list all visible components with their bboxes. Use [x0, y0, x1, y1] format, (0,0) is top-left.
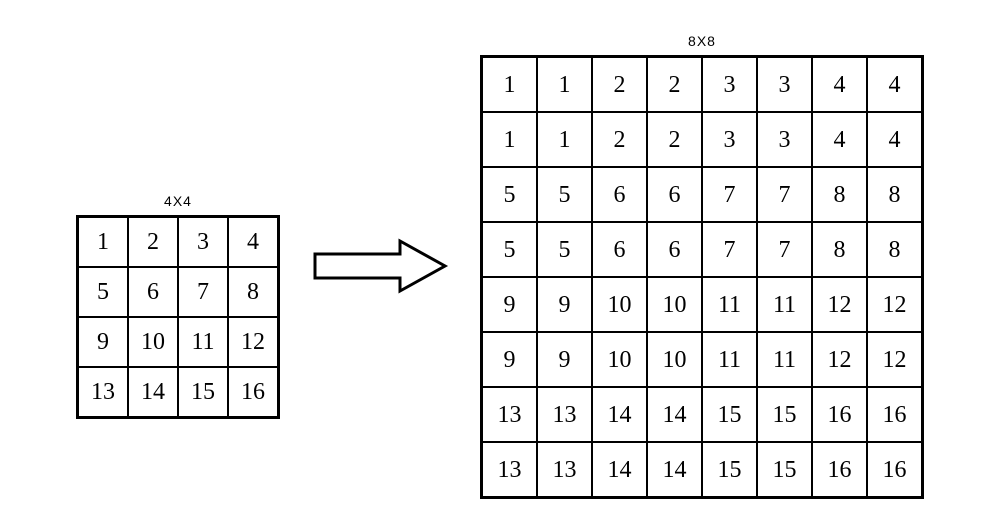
target-cell: 11 [757, 277, 812, 332]
target-cell: 5 [482, 222, 537, 277]
target-cell: 6 [647, 167, 702, 222]
target-cell: 13 [537, 442, 592, 497]
source-cell: 3 [178, 217, 228, 267]
target-cell: 11 [702, 332, 757, 387]
source-cell: 11 [178, 317, 228, 367]
target-cell: 3 [757, 112, 812, 167]
target-cell: 5 [537, 222, 592, 277]
target-cell: 13 [482, 442, 537, 497]
source-grid-block: 4X4 12345678910111213141516 [76, 193, 280, 419]
target-cell: 14 [647, 387, 702, 442]
source-cell: 2 [128, 217, 178, 267]
target-cell: 7 [702, 167, 757, 222]
target-cell: 8 [867, 222, 922, 277]
target-cell: 5 [537, 167, 592, 222]
source-cell: 7 [178, 267, 228, 317]
target-cell: 4 [812, 112, 867, 167]
target-cell: 6 [647, 222, 702, 277]
source-cell: 1 [78, 217, 128, 267]
target-cell: 12 [812, 332, 867, 387]
target-cell: 8 [812, 167, 867, 222]
source-cell: 16 [228, 367, 278, 417]
target-cell: 11 [757, 332, 812, 387]
source-cell: 9 [78, 317, 128, 367]
target-cell: 9 [537, 332, 592, 387]
target-cell: 10 [647, 277, 702, 332]
target-cell: 1 [537, 112, 592, 167]
source-cell: 12 [228, 317, 278, 367]
target-cell: 15 [702, 387, 757, 442]
target-cell: 14 [647, 442, 702, 497]
target-cell: 3 [702, 112, 757, 167]
target-cell: 12 [867, 277, 922, 332]
arrow-icon [310, 236, 450, 296]
source-cell: 15 [178, 367, 228, 417]
target-cell: 16 [812, 442, 867, 497]
target-cell: 8 [867, 167, 922, 222]
target-cell: 16 [867, 387, 922, 442]
target-grid: 1122334411223344556677885566778899101011… [480, 55, 924, 499]
target-cell: 3 [702, 57, 757, 112]
target-cell: 7 [702, 222, 757, 277]
target-cell: 7 [757, 222, 812, 277]
target-cell: 4 [812, 57, 867, 112]
source-cell: 4 [228, 217, 278, 267]
target-cell: 13 [482, 387, 537, 442]
source-cell: 13 [78, 367, 128, 417]
target-cell: 15 [702, 442, 757, 497]
target-cell: 10 [592, 332, 647, 387]
target-cell: 6 [592, 222, 647, 277]
target-cell: 4 [867, 112, 922, 167]
target-cell: 2 [592, 112, 647, 167]
source-cell: 5 [78, 267, 128, 317]
target-cell: 8 [812, 222, 867, 277]
target-cell: 12 [867, 332, 922, 387]
source-cell: 10 [128, 317, 178, 367]
target-cell: 1 [482, 112, 537, 167]
source-grid-title: 4X4 [164, 193, 192, 209]
target-cell: 9 [482, 332, 537, 387]
target-cell: 6 [592, 167, 647, 222]
target-cell: 1 [537, 57, 592, 112]
target-cell: 14 [592, 442, 647, 497]
source-cell: 8 [228, 267, 278, 317]
target-cell: 13 [537, 387, 592, 442]
target-cell: 15 [757, 442, 812, 497]
target-cell: 11 [702, 277, 757, 332]
target-cell: 2 [592, 57, 647, 112]
target-cell: 16 [812, 387, 867, 442]
target-cell: 5 [482, 167, 537, 222]
target-cell: 9 [537, 277, 592, 332]
target-cell: 15 [757, 387, 812, 442]
target-cell: 2 [647, 112, 702, 167]
source-cell: 14 [128, 367, 178, 417]
target-grid-title: 8X8 [688, 33, 716, 49]
target-cell: 9 [482, 277, 537, 332]
target-cell: 3 [757, 57, 812, 112]
target-cell: 7 [757, 167, 812, 222]
target-cell: 1 [482, 57, 537, 112]
target-cell: 10 [592, 277, 647, 332]
source-cell: 6 [128, 267, 178, 317]
target-cell: 12 [812, 277, 867, 332]
target-cell: 14 [592, 387, 647, 442]
arrow-container [310, 236, 450, 296]
target-cell: 16 [867, 442, 922, 497]
source-grid: 12345678910111213141516 [76, 215, 280, 419]
target-cell: 2 [647, 57, 702, 112]
target-cell: 10 [647, 332, 702, 387]
target-cell: 4 [867, 57, 922, 112]
target-grid-block: 8X8 112233441122334455667788556677889910… [480, 33, 924, 499]
